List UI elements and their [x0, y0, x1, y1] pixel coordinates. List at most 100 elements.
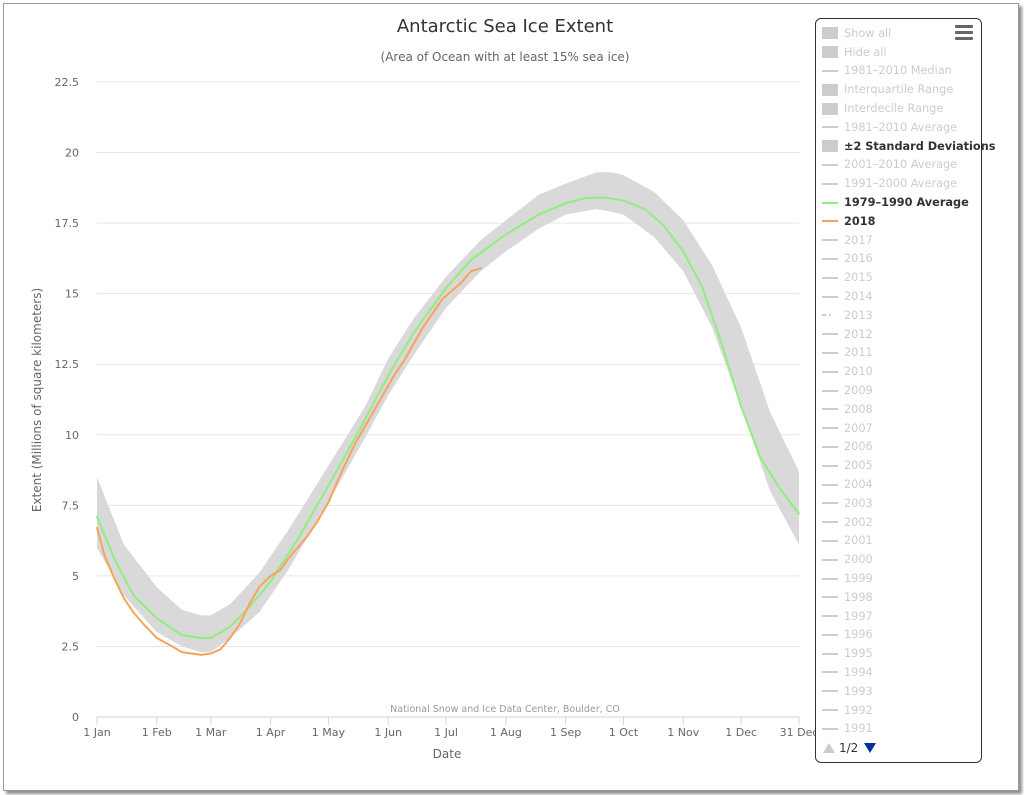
legend-symbol-icon — [822, 590, 838, 604]
legend-item[interactable]: 1997 — [822, 607, 977, 626]
legend-item-label: 1997 — [844, 609, 873, 623]
x-tick-label: 1 Jun — [374, 726, 402, 739]
legend-items: Show all Hide all 1981–2010 Median Interqua… — [822, 24, 995, 738]
legend-item[interactable]: 2009 — [822, 381, 977, 400]
legend-item[interactable]: 1981–2010 Median — [822, 62, 977, 81]
legend-item[interactable]: 1993 — [822, 682, 977, 701]
y-tick-label: 0 — [72, 711, 79, 724]
legend-item[interactable]: 2003 — [822, 494, 977, 513]
legend-symbol-icon — [822, 609, 838, 623]
page-up-arrow-icon[interactable] — [823, 743, 835, 753]
legend-item[interactable]: Interdecile Range — [822, 99, 977, 118]
legend-item[interactable]: 1998 — [822, 588, 977, 607]
legend-item[interactable]: 2001–2010 Average — [822, 156, 977, 175]
x-tick-label: 1 Feb — [142, 726, 172, 739]
legend-symbol-icon — [822, 722, 838, 736]
legend-item[interactable]: 1991–2000 Average — [822, 174, 977, 193]
legend-item[interactable]: 2017 — [822, 231, 977, 250]
legend-item[interactable]: 1994 — [822, 663, 977, 682]
grid-lines — [97, 81, 799, 647]
legend-item[interactable]: 2012 — [822, 325, 977, 344]
legend-item-label: Interdecile Range — [844, 102, 944, 116]
legend-item-label: 1999 — [844, 572, 873, 585]
legend-symbol-icon — [822, 478, 838, 492]
x-axis-title: Date — [433, 747, 462, 761]
legend-item[interactable]: 1999 — [822, 569, 977, 588]
x-tick-label: 1 Nov — [667, 726, 699, 739]
y-tick-label: 12.5 — [55, 358, 80, 371]
legend-item[interactable]: 1979–1990 Average — [822, 193, 977, 212]
legend-symbol-icon — [822, 421, 838, 435]
legend-item-label: 1995 — [844, 647, 873, 661]
legend-item-label: 1981–2010 Average — [844, 120, 958, 134]
legend-symbol-icon — [822, 572, 838, 586]
legend-item[interactable]: 2013 — [822, 306, 977, 325]
legend-item[interactable]: 2005 — [822, 456, 977, 475]
legend-symbol-icon — [822, 196, 838, 210]
legend-item-label: 2017 — [844, 233, 873, 247]
legend-symbol-icon — [822, 120, 838, 134]
legend-item-label: 2001–2010 Average — [844, 158, 958, 172]
legend-item[interactable]: 2016 — [822, 250, 977, 269]
legend-item[interactable]: 2014 — [822, 287, 977, 306]
legend-item-label: 2000 — [844, 553, 873, 567]
legend-item[interactable]: 2002 — [822, 513, 977, 532]
legend-symbol-icon — [822, 177, 838, 191]
legend-symbol-icon — [822, 647, 838, 661]
legend-item[interactable]: 2018 — [822, 212, 977, 231]
legend-item[interactable]: 1991 — [822, 719, 977, 738]
x-tick-label: 1 Sep — [550, 726, 581, 739]
legend-item-label: 2005 — [844, 459, 873, 473]
legend-item-label: 1993 — [844, 684, 873, 698]
legend-item-label: 2013 — [844, 308, 873, 322]
legend-item[interactable]: 2001 — [822, 532, 977, 551]
legend-symbol-icon — [822, 402, 838, 416]
legend-item[interactable]: 1995 — [822, 644, 977, 663]
legend-item[interactable]: 2007 — [822, 419, 977, 438]
chart-title: Antarctic Sea Ice Extent — [397, 16, 613, 37]
legend-item[interactable]: 2004 — [822, 475, 977, 494]
legend-item[interactable]: 1992 — [822, 701, 977, 720]
legend-item[interactable]: Hide all — [822, 43, 977, 62]
legend-item-label: 1991 — [844, 722, 873, 736]
legend-item[interactable]: 1981–2010 Average — [822, 118, 977, 137]
legend-symbol-icon — [822, 64, 838, 78]
legend-item-label: 2002 — [844, 515, 873, 529]
legend-symbol-icon — [822, 440, 838, 454]
legend-symbol-icon — [822, 515, 838, 529]
chart-subtitle: (Area of Ocean with at least 15% sea ice… — [381, 50, 630, 64]
legend-item[interactable]: 2006 — [822, 438, 977, 457]
x-tick-label: 1 May — [312, 726, 346, 739]
legend-symbol-icon — [822, 684, 838, 698]
x-tick-label: 1 Mar — [195, 726, 227, 739]
pager-text: 1/2 — [839, 741, 859, 755]
legend-item[interactable]: ±2 Standard Deviations — [822, 137, 995, 156]
y-tick-label: 22.5 — [55, 76, 80, 89]
legend-item[interactable]: 2011 — [822, 344, 977, 363]
x-tick-label: 1 Aug — [490, 726, 522, 739]
legend-item[interactable]: Show all — [822, 24, 977, 43]
page-down-arrow-icon[interactable] — [864, 743, 877, 753]
legend-symbol-icon — [822, 102, 838, 116]
legend-item[interactable]: 2008 — [822, 400, 977, 419]
legend-item[interactable]: 1996 — [822, 626, 977, 645]
series-line-1979-1990-average[interactable] — [96, 196, 800, 639]
legend-item-label: 2012 — [844, 327, 873, 341]
legend-item-label: 2007 — [844, 421, 873, 435]
legend-item-label: Interquartile Range — [844, 83, 954, 97]
legend-item[interactable]: Interquartile Range — [822, 80, 977, 99]
legend-item[interactable]: 2015 — [822, 268, 977, 287]
legend-item-label: 1992 — [844, 703, 873, 717]
legend-symbol-icon — [822, 290, 838, 304]
series-line-2018[interactable] — [96, 267, 482, 656]
legend-symbol-icon — [822, 628, 838, 642]
hamburger-menu-icon[interactable] — [955, 25, 973, 40]
x-tick-label: 1 Apr — [256, 726, 286, 739]
legend-item-label: 2006 — [844, 440, 873, 454]
y-tick-label: 20 — [65, 147, 79, 160]
legend-symbol-icon — [822, 346, 838, 360]
legend-item[interactable]: 2010 — [822, 362, 977, 381]
legend-symbol-icon — [822, 83, 838, 97]
legend-item[interactable]: 2000 — [822, 550, 977, 569]
legend-symbol-icon — [822, 214, 838, 228]
